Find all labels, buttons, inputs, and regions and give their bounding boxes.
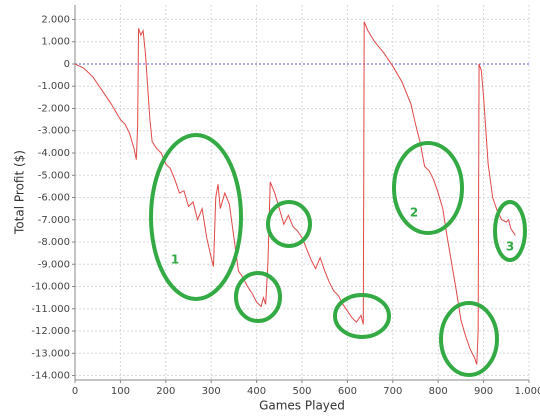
y-tick-label: -3.000 [38,126,70,137]
highlight-ellipse [493,200,527,262]
x-tick-label: 1.000 [515,386,540,397]
y-tick-label: 2.000 [41,14,70,25]
highlight-ellipse [392,141,464,235]
x-tick-label: 100 [111,386,130,397]
y-tick-label: -6.000 [38,193,70,204]
x-tick-label: 500 [292,386,311,397]
x-tick-label: 200 [156,386,175,397]
y-tick-label: -4.000 [38,148,70,159]
y-tick-label: -1.000 [38,81,70,92]
y-tick-label: 0 [64,59,70,70]
y-tick-label: -2.000 [38,103,70,114]
profit-line [74,21,516,365]
y-tick-label: -13.000 [31,348,70,359]
highlight-ellipse [234,271,282,323]
y-tick-label: -14.000 [31,371,70,382]
y-axis-label: Total Profit ($) [13,150,27,235]
x-axis-label: Games Played [259,399,345,413]
x-tick-label: 600 [338,386,357,397]
x-tick-label: 0 [72,386,78,397]
highlight-ellipse [149,133,243,301]
x-tick-label: 700 [383,386,402,397]
y-tick-label: 1.000 [41,37,70,48]
x-tick-label: 300 [202,386,221,397]
highlight-ellipse [333,293,391,339]
y-tick-label: -7.000 [38,215,70,226]
annotation-label: 3 [506,240,514,254]
highlight-ellipse [439,301,499,377]
y-tick-label: -9.000 [38,259,70,270]
annotation-label: 2 [410,206,418,220]
annotation-label: 1 [171,253,179,267]
y-tick-label: -11.000 [31,304,70,315]
y-tick-label: -12.000 [31,326,70,337]
y-tick-label: -5.000 [38,170,70,181]
x-tick-label: 900 [474,386,493,397]
x-tick-label: 800 [429,386,448,397]
highlight-ellipse [266,200,312,248]
y-tick-label: -10.000 [31,282,70,293]
x-tick-label: 400 [247,386,266,397]
y-tick-label: -8.000 [38,237,70,248]
